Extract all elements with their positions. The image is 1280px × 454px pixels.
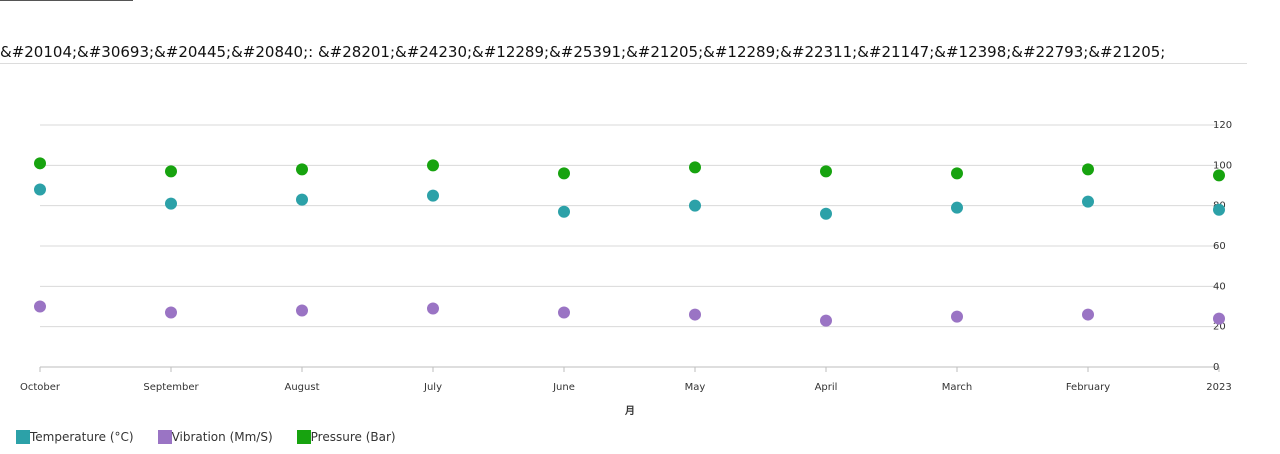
top-divider	[0, 0, 133, 1]
data-point-3-1[interactable]: Pressure (Bar): 101	[34, 157, 46, 170]
data-point-2-3[interactable]: Vibration (Mm/S): 28	[296, 304, 308, 317]
axis-layer: 020406080100120OctoberSeptemberAugustJul…	[20, 120, 1232, 393]
x-tick-label: July	[423, 382, 442, 393]
data-point-2-4[interactable]: Vibration (Mm/S): 29	[427, 302, 439, 315]
data-point-3-10[interactable]: Pressure (Bar): 95	[1213, 169, 1225, 182]
x-tick-label: October	[20, 382, 61, 393]
data-point-2-8[interactable]: Vibration (Mm/S): 25	[951, 310, 963, 323]
data-point-3-9[interactable]: Pressure (Bar): 98	[1082, 163, 1094, 176]
x-tick-label: June	[552, 382, 575, 393]
data-point-2-1[interactable]: Vibration (Mm/S): 30	[34, 300, 46, 313]
x-tick-label: 2023	[1206, 382, 1231, 393]
data-point-1-9[interactable]: Temperature (°C): 82	[1082, 195, 1094, 208]
data-point-2-5[interactable]: Vibration (Mm/S): 27	[558, 306, 570, 319]
x-tick-label: August	[285, 382, 320, 393]
data-point-2-10[interactable]: Vibration (Mm/S): 24	[1213, 312, 1225, 325]
data-point-1-5[interactable]: Temperature (°C): 77	[558, 205, 570, 218]
legend-label: Pressure (Bar)	[310, 430, 396, 444]
x-axis-title: 月	[624, 405, 635, 417]
x-tick-label: September	[143, 382, 199, 393]
y-tick-label: 60	[1213, 241, 1226, 252]
data-point-3-8[interactable]: Pressure (Bar): 96	[951, 167, 963, 180]
data-point-2-7[interactable]: Vibration (Mm/S): 23	[820, 314, 832, 327]
legend-swatch	[296, 430, 311, 444]
data-point-1-6[interactable]: Temperature (°C): 80	[689, 199, 701, 212]
legend-item-3[interactable]: Pressure (Bar)	[296, 430, 396, 444]
legend-label: Vibration (Mm/S)	[171, 430, 273, 444]
data-point-3-4[interactable]: Pressure (Bar): 100	[427, 159, 439, 172]
y-tick-label: 20	[1213, 322, 1226, 333]
points-layer: Temperature (°C): 88 Temperature (°C): 81…	[34, 157, 1225, 327]
page-title: &#20104;&#30693;&#20445;&#20840;: &#2820…	[0, 43, 1166, 61]
legend-item-1[interactable]: Temperature (°C)	[16, 430, 134, 444]
data-point-1-10[interactable]: Temperature (°C): 78	[1213, 203, 1225, 216]
legend-label: Temperature (°C)	[30, 430, 134, 444]
grid-layer	[40, 124, 1219, 368]
y-tick-label: 120	[1213, 120, 1232, 131]
data-point-2-9[interactable]: Vibration (Mm/S): 26	[1082, 308, 1094, 321]
data-point-3-5[interactable]: Pressure (Bar): 96	[558, 167, 570, 180]
legend-swatch	[16, 430, 30, 444]
data-point-2-6[interactable]: Vibration (Mm/S): 26	[689, 308, 701, 321]
data-point-2-2[interactable]: Vibration (Mm/S): 27	[165, 306, 177, 319]
data-point-3-7[interactable]: Pressure (Bar): 97	[820, 165, 832, 178]
data-point-3-3[interactable]: Pressure (Bar): 98	[296, 163, 308, 176]
data-point-3-2[interactable]: Pressure (Bar): 97	[165, 165, 177, 178]
y-tick-label: 100	[1213, 160, 1232, 171]
data-point-1-2[interactable]: Temperature (°C): 81	[165, 197, 177, 210]
x-tick-label: April	[815, 382, 838, 393]
data-point-3-6[interactable]: Pressure (Bar): 99	[689, 161, 701, 174]
data-point-1-7[interactable]: Temperature (°C): 76	[820, 207, 832, 220]
y-tick-label: 0	[1213, 362, 1219, 373]
legend-item-2[interactable]: Vibration (Mm/S)	[157, 430, 273, 444]
y-tick-label: 40	[1213, 281, 1226, 292]
legend-swatch	[157, 430, 172, 444]
title-divider	[0, 63, 1247, 64]
chart-legend: Temperature (°C) Vibration (Mm/S) Pressure…	[16, 430, 420, 444]
data-point-1-1[interactable]: Temperature (°C): 88	[34, 183, 46, 196]
x-tick-label: May	[685, 382, 706, 393]
data-point-1-3[interactable]: Temperature (°C): 83	[296, 193, 308, 206]
x-tick-label: March	[942, 382, 972, 393]
data-point-1-4[interactable]: Temperature (°C): 85	[427, 189, 439, 202]
x-tick-label: February	[1066, 382, 1110, 393]
data-point-1-8[interactable]: Temperature (°C): 79	[951, 201, 963, 214]
